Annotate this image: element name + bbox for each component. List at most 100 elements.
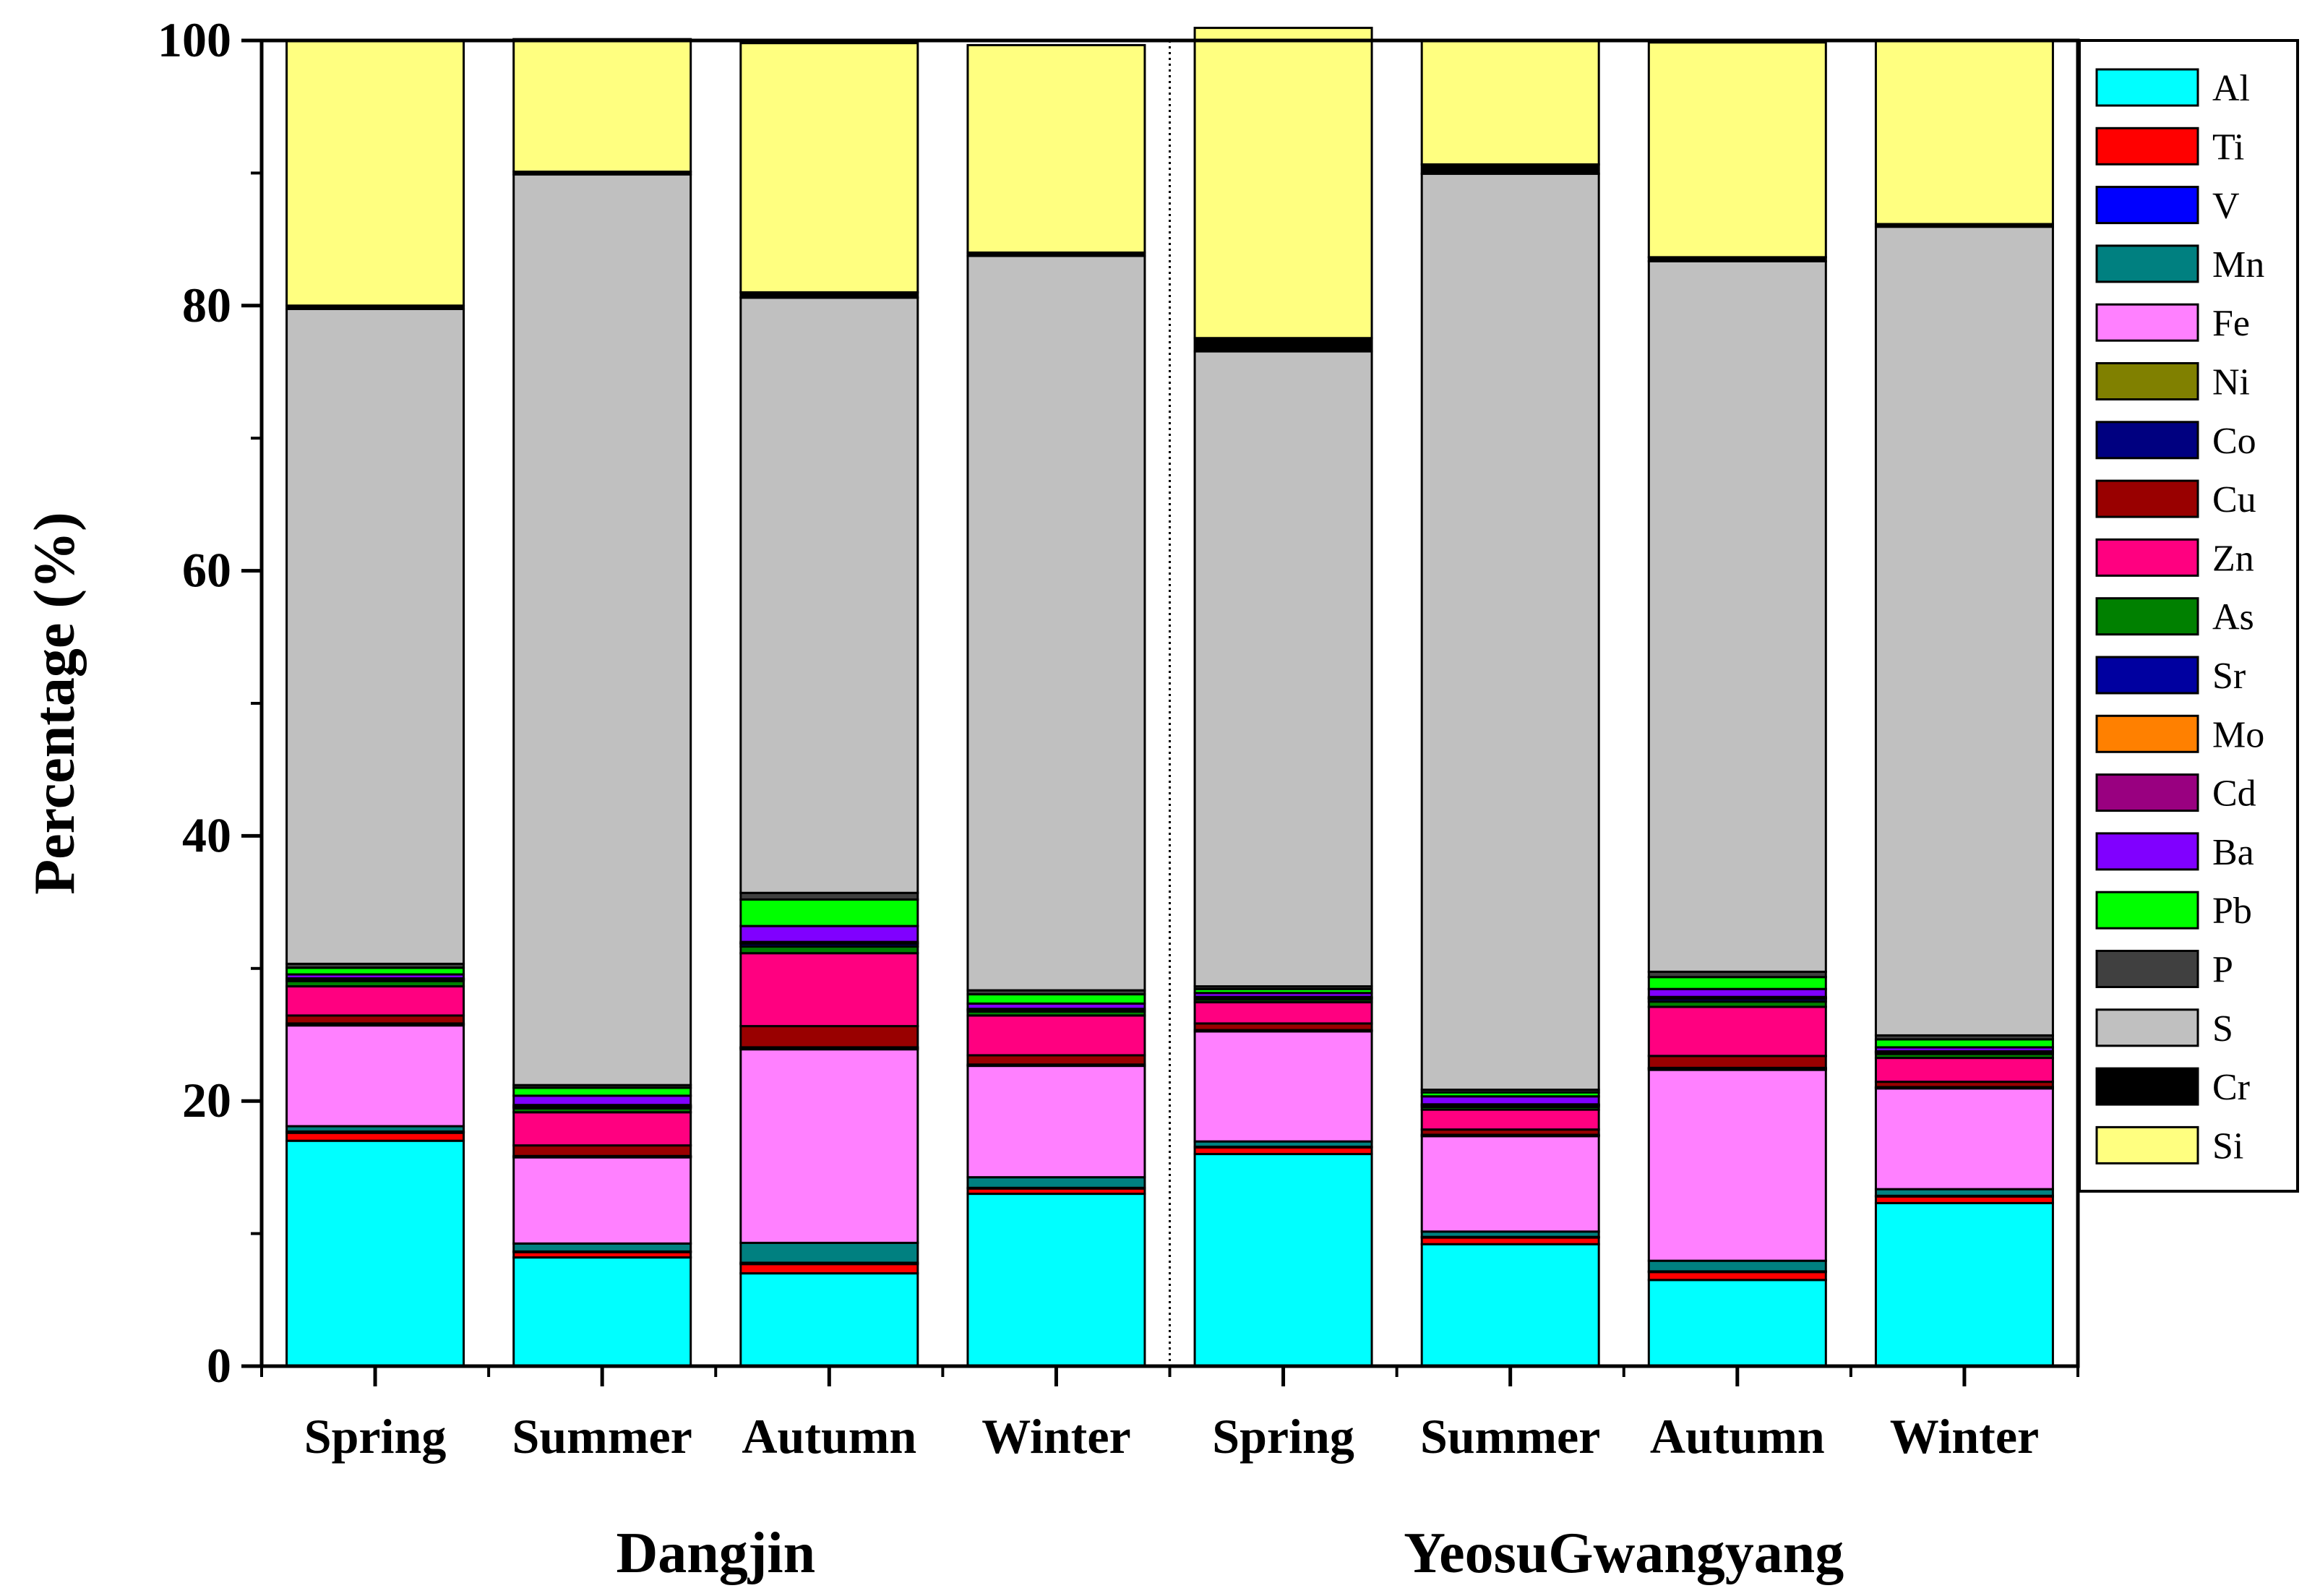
bar-segment-fe-3 — [966, 1065, 1146, 1179]
bar-segment-s-3 — [966, 254, 1146, 992]
bar-segment-al-3 — [966, 1193, 1146, 1368]
legend-label-cu: Cu — [2212, 479, 2256, 520]
legend-label-co: Co — [2212, 421, 2256, 462]
bar-segment-si-5 — [1420, 38, 1600, 166]
bar-segment-ba-1 — [512, 1094, 692, 1107]
legend-swatch-pb — [2095, 891, 2199, 930]
x-category-label: Spring — [304, 1409, 447, 1464]
y-tick-label: 60 — [182, 543, 231, 598]
bar-segment-cu-1 — [512, 1144, 692, 1157]
bar-segment-pb-2 — [739, 898, 919, 927]
bar-segment-s-6 — [1647, 259, 1827, 973]
legend-label-mn: Mn — [2212, 244, 2264, 286]
x-category-label: Autumn — [1650, 1409, 1825, 1464]
bar-segment-fe-0 — [285, 1024, 465, 1128]
legend-swatch-p — [2095, 950, 2199, 988]
legend-swatch-ni — [2095, 362, 2199, 400]
group-label-dangjin: Dangjin — [616, 1522, 815, 1585]
x-category-label: Winter — [1890, 1409, 2040, 1464]
bar-segment-si-7 — [1874, 38, 2054, 226]
bar-segment-al-1 — [512, 1256, 692, 1368]
legend-swatch-v — [2095, 186, 2199, 225]
legend-label-fe: Fe — [2212, 303, 2250, 344]
x-category-label: Summer — [1420, 1409, 1600, 1464]
x-category-label: Summer — [512, 1409, 692, 1464]
bar-segment-mn-6 — [1647, 1259, 1827, 1273]
bar-segment-cr-5 — [1420, 163, 1600, 175]
legend-swatch-as — [2095, 597, 2199, 636]
bar-segment-ti-2 — [739, 1263, 919, 1275]
legend-label-v: V — [2212, 186, 2240, 227]
legend-swatch-sr — [2095, 656, 2199, 695]
legend-swatch-al — [2095, 68, 2199, 107]
bar-segment-fe-4 — [1193, 1030, 1373, 1143]
legend-swatch-cd — [2095, 773, 2199, 812]
bar-segment-pb-6 — [1647, 976, 1827, 990]
legend-label-ti: Ti — [2212, 126, 2244, 168]
legend-label-cd: Cd — [2212, 773, 2256, 815]
bar-segment-ba-5 — [1420, 1095, 1600, 1106]
y-tick-label: 0 — [207, 1338, 231, 1393]
legend-label-p: P — [2212, 950, 2233, 991]
group-label-yeosugwangyang: YeosuGwangyang — [1404, 1522, 1844, 1585]
bar-segment-al-6 — [1647, 1279, 1827, 1368]
x-category-label: Spring — [1212, 1409, 1354, 1464]
bar-segment-mn-1 — [512, 1242, 692, 1253]
bar-segment-s-5 — [1420, 172, 1600, 1091]
y-ticks-layer: 0 20 40 60 80 100 — [158, 12, 2079, 1393]
bar-segment-al-2 — [739, 1272, 919, 1368]
bar-segment-fe-6 — [1647, 1068, 1827, 1262]
legend-label-cr: Cr — [2212, 1067, 2250, 1108]
bar-segment-s-1 — [512, 173, 692, 1086]
bar-segment-fe-5 — [1420, 1135, 1600, 1233]
bar-segment-zn-7 — [1874, 1057, 2054, 1084]
bar-segment-al-4 — [1193, 1153, 1373, 1368]
bar-segment-al-0 — [285, 1139, 465, 1368]
legend-label-s: S — [2212, 1008, 2233, 1050]
bar-segment-zn-5 — [1420, 1108, 1600, 1131]
y-tick-label: 40 — [182, 807, 231, 862]
legend-label-si: Si — [2212, 1125, 2243, 1167]
x-labels-layer: Spring Summer Autumn Winter Spring Summer Autu… — [304, 1409, 2039, 1585]
legend-swatch-s — [2095, 1008, 2199, 1047]
bar-segment-al-7 — [1874, 1201, 2054, 1368]
bar-segment-ba-6 — [1647, 987, 1827, 998]
bar-segment-si-2 — [739, 42, 919, 293]
legend-swatch-fe — [2095, 303, 2199, 342]
bar-segment-cu-6 — [1647, 1055, 1827, 1069]
bar-segment-si-0 — [285, 38, 465, 307]
legend-label-al: Al — [2212, 68, 2250, 109]
bar-segment-cr-4 — [1193, 337, 1373, 353]
y-tick-label: 80 — [182, 278, 231, 332]
bar-segment-fe-2 — [739, 1048, 919, 1244]
bar-segment-cu-3 — [966, 1054, 1146, 1066]
bar-segment-pb-7 — [1874, 1038, 2054, 1049]
legend-swatch-mn — [2095, 244, 2199, 283]
legend-label-pb: Pb — [2212, 891, 2252, 932]
legend-label-sr: Sr — [2212, 656, 2246, 697]
bars-layer — [285, 27, 2054, 1368]
bar-segment-mn-3 — [966, 1176, 1146, 1189]
bar-segment-zn-4 — [1193, 1001, 1373, 1025]
legend-label-ba: Ba — [2212, 832, 2254, 873]
bar-segment-ba-2 — [739, 924, 919, 943]
bar-segment-al-5 — [1420, 1243, 1600, 1368]
legend-label-ni: Ni — [2212, 362, 2250, 403]
legend-swatch-co — [2095, 421, 2199, 460]
bar-segment-zn-6 — [1647, 1005, 1827, 1057]
y-tick-label: 100 — [158, 12, 231, 67]
legend-swatch-cr — [2095, 1067, 2199, 1106]
legend-label-mo: Mo — [2212, 714, 2264, 755]
y-axis-title: Percentage (%) — [23, 512, 87, 894]
bar-segment-si-6 — [1647, 41, 1827, 259]
legend: Al Ti V Mn Fe Ni Co Cu Zn As Sr Mo Cd Ba Pb PS Cr Si — [2078, 39, 2299, 1193]
bar-segment-zn-1 — [512, 1111, 692, 1147]
bar-segment-zn-0 — [285, 985, 465, 1017]
bar-segment-ti-6 — [1647, 1271, 1827, 1282]
legend-swatch-mo — [2095, 714, 2199, 753]
bar-segment-pb-1 — [512, 1086, 692, 1097]
bar-segment-s-2 — [739, 296, 919, 894]
bar-segment-s-7 — [1874, 226, 2054, 1037]
bar-segment-si-1 — [512, 38, 692, 173]
